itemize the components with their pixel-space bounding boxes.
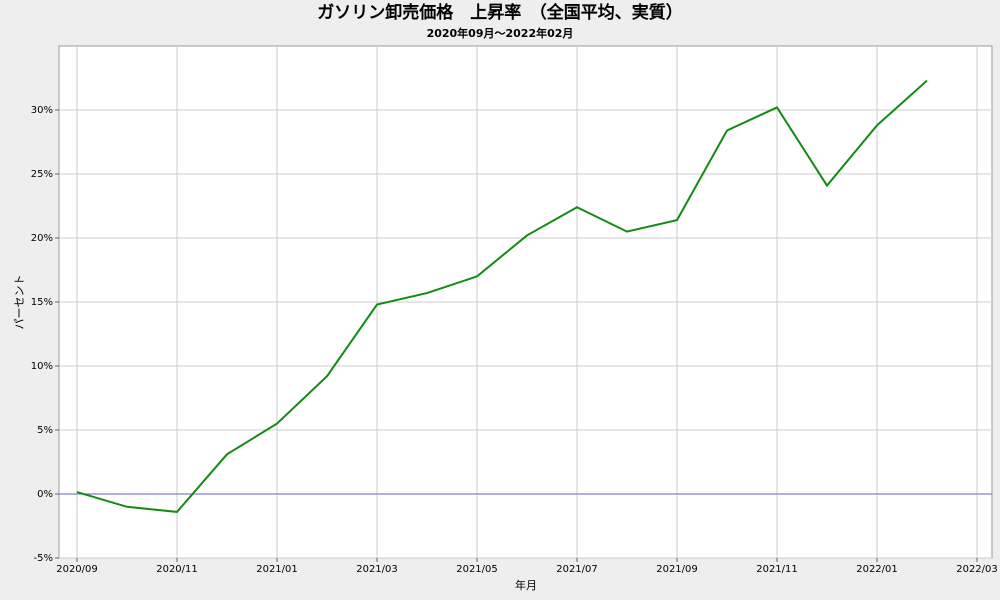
chart-title: ガソリン卸売価格 上昇率 （全国平均、実質） [317, 2, 683, 23]
x-tick-label: 2021/07 [556, 564, 598, 575]
y-tick-label: 10% [31, 361, 53, 372]
x-tick-label: 2022/01 [856, 564, 898, 575]
y-tick-label: 25% [31, 169, 53, 180]
x-tick-label: 2021/01 [256, 564, 298, 575]
x-tick-label: 2021/09 [656, 564, 698, 575]
x-axis-label: 年月 [515, 578, 537, 592]
data-line [76, 79, 928, 513]
x-tick-label: 2021/03 [356, 564, 398, 575]
y-tick-label: 30% [31, 105, 53, 116]
y-tick-label: 0% [37, 489, 53, 500]
x-tick-label: 2020/09 [56, 564, 98, 575]
x-tick-label: 2021/05 [456, 564, 498, 575]
chart-subtitle: 2020年09月～2022年02月 [427, 26, 574, 40]
y-tick-label: 5% [37, 425, 53, 436]
x-tick-label: 2020/11 [156, 564, 198, 575]
y-tick-label: 20% [31, 233, 53, 244]
y-tick-label: 15% [31, 297, 53, 308]
x-tick-label: 2022/03 [956, 564, 998, 575]
x-tick-label: 2021/11 [756, 564, 798, 575]
y-axis-label: パーセント [13, 275, 26, 330]
y-tick-label: -5% [34, 553, 53, 564]
